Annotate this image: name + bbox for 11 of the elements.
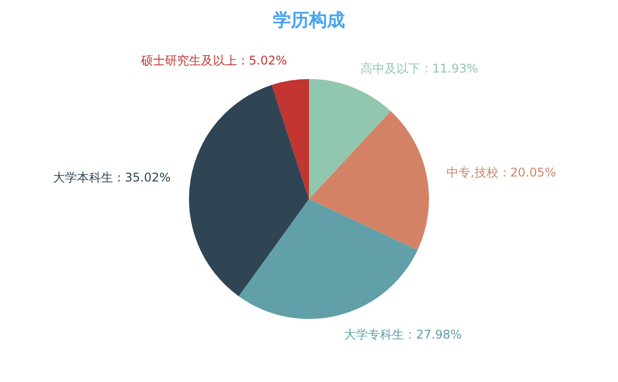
- pie-slice: [238, 199, 418, 319]
- pie-slice: [272, 79, 309, 199]
- slice-label: 大学本科生：35.02%: [52, 170, 171, 184]
- slice-label: 中专,技校：20.05%: [446, 165, 556, 180]
- slice-label: 大学专科生：27.98%: [344, 328, 462, 342]
- slice-label: 高中及以下：11.93%: [360, 62, 478, 76]
- pie-slice: [309, 111, 429, 250]
- pie-slice: [309, 79, 391, 199]
- slice-label: 硕士研究生及以上：5.02%: [140, 54, 288, 68]
- pie-slice: [189, 84, 309, 296]
- chart-title: 学历构成: [273, 10, 345, 31]
